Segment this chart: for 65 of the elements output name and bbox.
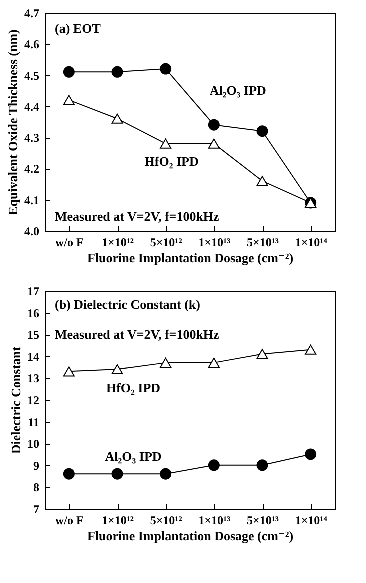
y-tick-label: 4.6 [24,38,40,52]
x-tick-label: 5×10¹³ [246,236,280,250]
y-tick-label: 4.2 [24,162,40,176]
point [63,95,75,106]
y-tick-label: 4.7 [24,6,40,20]
y-tick-label: 16 [28,306,40,320]
y-axis-title: Dielectric Constant [8,346,24,454]
x-axis-title: Fluorine Implantation Dosage (cm⁻²) [87,250,294,266]
series-label: Al₂O₃ IPD [210,83,266,98]
y-tick-label: 7 [34,502,40,516]
point [160,63,172,75]
y-tick-label: 13 [28,372,40,386]
x-axis-title: Fluorine Implantation Dosage (cm⁻²) [87,528,294,544]
x-tick-label: 5×10¹² [150,514,183,528]
point [305,344,317,355]
point [112,114,124,124]
x-tick-label: 1×10¹² [102,236,134,250]
annotation: Measured at V=2V, f=100kHz [55,209,220,224]
x-tick-label: w/o F [55,514,84,528]
point [256,349,268,360]
x-tick-label: 5×10¹³ [246,514,280,528]
series-label: HfO₂ IPD [144,154,199,169]
x-tick-label: 1×10¹⁴ [295,514,328,528]
y-tick-label: 12 [28,394,40,408]
point [160,138,172,149]
y-tick-label: 8 [34,480,40,495]
y-tick-label: 17 [28,284,40,298]
point [63,366,75,377]
y-tick-label: 4.4 [24,100,40,114]
x-tick-label: 5×10¹² [150,236,183,250]
y-tick-label: 4.5 [24,68,40,83]
x-tick-label: w/o F [55,236,84,250]
point [208,138,220,149]
y-tick-label: 4.3 [24,131,40,146]
y-tick-label: 10 [28,437,40,452]
x-tick-label: 1×10¹² [102,514,134,528]
y-tick-label: 4.1 [24,193,40,208]
x-tick-label: 1×10¹³ [198,236,232,250]
point [208,358,220,368]
point [112,364,124,375]
x-tick-label: 1×10¹³ [198,514,232,528]
point [256,176,268,186]
point [256,126,268,138]
point [160,358,172,368]
x-tick-label: 1×10¹⁴ [295,236,328,250]
point [112,66,124,78]
series-label: HfO₂ IPD [106,380,161,396]
annotation: (b) Dielectric Constant (k) [55,297,200,312]
y-axis-title: Equivalent Oxide Thickness (nm) [6,30,20,216]
y-tick-label: 4.0 [24,224,40,238]
point [305,448,317,460]
point [63,66,75,78]
point [256,460,268,472]
point [160,468,172,480]
y-tick-label: 11 [28,415,40,430]
y-tick-label: 14 [28,350,40,364]
point [208,119,220,131]
point [112,468,124,480]
y-tick-label: 9 [34,458,40,473]
point [63,468,75,480]
annotation: Measured at V=2V, f=100kHz [55,327,220,342]
annotation: (a) EOT [55,21,102,36]
y-tick-label: 15 [28,328,40,342]
point [208,460,220,472]
series-label: Al₂O₃ IPD [105,449,162,464]
